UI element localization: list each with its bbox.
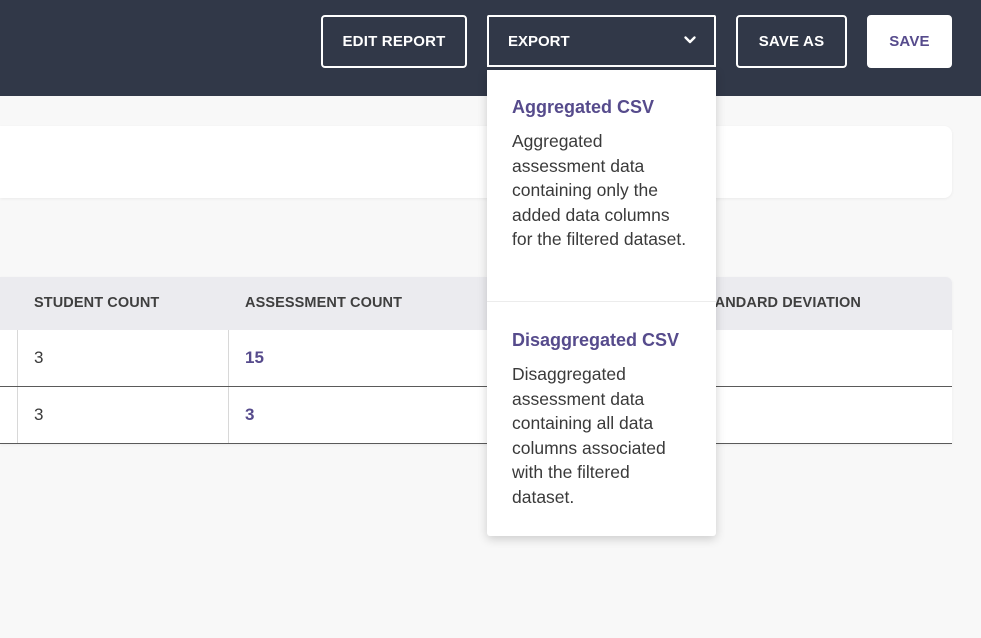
- cell-divider: [17, 387, 18, 443]
- column-header-standard-deviation[interactable]: STANDARD DEVIATION: [697, 295, 861, 311]
- cell-divider: [17, 330, 18, 386]
- export-option-title: Disaggregated CSV: [512, 330, 680, 350]
- column-header-assessment-count[interactable]: ASSESSMENT COUNT: [245, 295, 403, 311]
- cell-divider: [228, 330, 229, 386]
- table-header: STUDENT COUNT ASSESSMENT COUNT STANDARD …: [0, 277, 952, 330]
- table-row: 3 15 5: [0, 330, 952, 387]
- assessment-count-link[interactable]: 3: [245, 405, 255, 424]
- student-count-cell: 3: [34, 405, 44, 424]
- export-menu: Aggregated CSV Aggregated assessment dat…: [487, 70, 716, 536]
- cell-divider: [228, 387, 229, 443]
- save-as-button[interactable]: SAVE AS: [736, 15, 847, 68]
- save-button[interactable]: SAVE: [867, 15, 952, 68]
- export-option-title: Aggregated CSV: [512, 97, 655, 117]
- export-option-disaggregated-csv[interactable]: Disaggregated CSV Disaggregated assessme…: [487, 328, 716, 509]
- export-option-description: Aggregated assessment data containing on…: [512, 131, 687, 249]
- export-option-description: Disaggregated assessment data containing…: [512, 364, 666, 507]
- export-dropdown[interactable]: EXPORT: [487, 15, 716, 67]
- student-count-cell: 3: [34, 348, 44, 367]
- edit-report-button[interactable]: EDIT REPORT: [321, 15, 467, 68]
- chevron-down-icon: [684, 36, 696, 44]
- assessment-count-link[interactable]: 15: [245, 348, 264, 367]
- table-row: 3 3 4: [0, 387, 952, 444]
- filter-card: [0, 126, 952, 198]
- export-option-aggregated-csv[interactable]: Aggregated CSV Aggregated assessment dat…: [487, 95, 716, 252]
- report-table: STUDENT COUNT ASSESSMENT COUNT STANDARD …: [0, 277, 952, 444]
- column-header-student-count[interactable]: STUDENT COUNT: [34, 295, 160, 311]
- menu-divider: [487, 301, 716, 302]
- export-dropdown-label: EXPORT: [508, 32, 570, 50]
